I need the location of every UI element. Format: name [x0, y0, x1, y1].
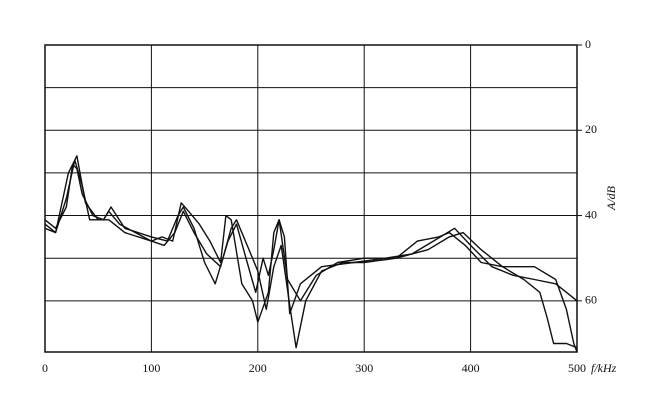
plot-frame	[44, 44, 578, 353]
x-tick-label: 100	[142, 361, 160, 375]
y-tick-label: 20	[585, 122, 597, 136]
y-tick-label: 0	[585, 37, 591, 51]
y-tick-label: 40	[585, 207, 597, 221]
y-axis-label: A/dB	[604, 185, 618, 211]
x-tick-label: 500	[568, 361, 586, 375]
series-line	[44, 155, 578, 353]
series-line	[44, 163, 578, 349]
y-tick-label: 60	[585, 293, 597, 307]
x-tick-label: 200	[249, 361, 267, 375]
x-tick-label: 400	[462, 361, 480, 375]
x-tick-label: 300	[355, 361, 373, 375]
x-axis-label: f/kHz	[591, 361, 617, 375]
x-tick-label: 0	[42, 361, 48, 375]
